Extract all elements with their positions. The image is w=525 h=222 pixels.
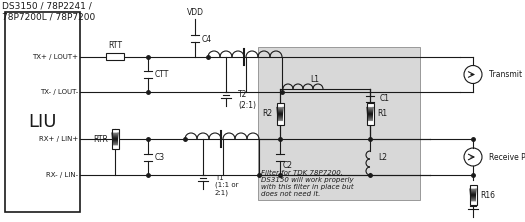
Text: L1: L1 [310,75,320,85]
Text: L2: L2 [378,153,387,161]
Text: LIU: LIU [28,113,57,131]
Text: RX- / LIN-: RX- / LIN- [46,172,78,178]
Bar [366,103,373,125]
Text: RTT: RTT [108,40,122,50]
Bar [5,12,80,212]
Text: Transmit Port: Transmit Port [489,70,525,79]
Bar [106,54,124,61]
Text: Receive Port: Receive Port [489,153,525,161]
Text: RTR: RTR [93,135,109,143]
Text: C2: C2 [283,161,293,170]
Text: T1
(1:1 or
2:1): T1 (1:1 or 2:1) [215,174,238,196]
Text: R1: R1 [377,109,387,119]
Text: CTT: CTT [155,70,170,79]
Text: TX+ / LOUT+: TX+ / LOUT+ [32,54,78,60]
Text: TX- / LOUT-: TX- / LOUT- [40,89,78,95]
Text: C4: C4 [202,34,212,44]
Text: Filter for TDK 78P7200.
DS3150 will work properly
with this filter in place but
: Filter for TDK 78P7200. DS3150 will work… [261,170,354,197]
Text: R2: R2 [262,109,272,119]
Bar [277,103,284,125]
Text: C3: C3 [155,153,165,161]
Bar [111,129,119,149]
Text: VDD: VDD [186,8,204,18]
Text: T2
(2:1): T2 (2:1) [238,90,256,110]
Bar [258,47,420,200]
Text: C1: C1 [380,95,390,103]
Text: RX+ / LIN+: RX+ / LIN+ [39,136,78,142]
Bar [469,185,477,205]
Text: DS3150 / 78P2241 /
78P7200L / 78P7200: DS3150 / 78P2241 / 78P7200L / 78P7200 [2,2,95,21]
Text: R16: R16 [480,190,496,200]
